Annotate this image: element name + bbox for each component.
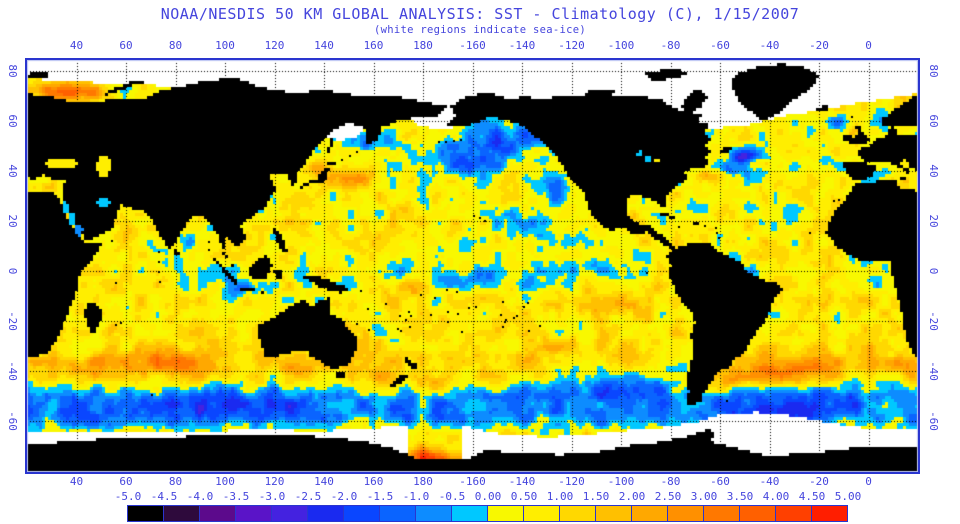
lon-tick-label-bottom: -40	[759, 475, 780, 488]
lat-tick-label-right: 20	[927, 214, 940, 228]
colorbar-tick-label: 1.00	[546, 490, 574, 503]
lon-tick-label-top: -20	[809, 39, 829, 52]
colorbar-cell-11	[524, 506, 560, 521]
lon-tick-label-top: -80	[660, 39, 681, 52]
lon-tick-label-top: 0	[865, 39, 872, 52]
lat-tick-label-left: -60	[6, 411, 19, 431]
colorbar-cell-7	[380, 506, 416, 521]
colorbar-tick-label: 0.50	[510, 490, 538, 503]
colorbar-cell-18	[776, 506, 812, 521]
lon-tick-label-bottom: 0	[865, 475, 872, 488]
colorbar-tick-label: 1.50	[582, 490, 610, 503]
colorbar-tick-label: 3.50	[726, 490, 754, 503]
lon-tick-label-top: 160	[363, 39, 384, 52]
colorbar-cell-14	[632, 506, 668, 521]
lon-tick-label-top: 100	[215, 39, 235, 52]
lon-tick-label-top: -100	[607, 39, 635, 52]
colorbar-cell-8	[416, 506, 452, 521]
colorbar-tick-label: 4.00	[762, 490, 790, 503]
lon-tick-label-bottom: 40	[69, 475, 84, 488]
colorbar-cell-17	[740, 506, 776, 521]
lon-tick-label-bottom: 120	[264, 475, 285, 488]
lat-tick-label-left: -40	[6, 361, 19, 381]
lon-tick-label-bottom: 180	[413, 475, 433, 488]
lon-tick-label-bottom: 100	[215, 475, 235, 488]
lat-tick-label-right: 40	[927, 164, 940, 178]
lat-tick-label-left: -20	[6, 311, 19, 331]
lon-tick-label-bottom: -60	[710, 475, 730, 488]
lat-tick-label-right: 80	[927, 64, 940, 78]
colorbar-tick-label: -3.0	[258, 490, 286, 503]
lat-tick-label-left: 20	[6, 214, 19, 228]
colorbar-tick-label: -5.0	[114, 490, 142, 503]
lon-tick-label-top: 120	[264, 39, 285, 52]
lat-tick-label-right: 60	[927, 114, 940, 128]
lon-tick-label-top: -140	[508, 39, 536, 52]
lon-tick-label-top: -60	[710, 39, 730, 52]
colorbar-cell-13	[596, 506, 632, 521]
colorbar-tick-label: 4.50	[798, 490, 826, 503]
colorbar-cell-10	[488, 506, 524, 521]
lat-tick-label-right: -60	[927, 411, 940, 431]
colorbar-tick-label: -3.5	[222, 490, 250, 503]
colorbar-cell-16	[704, 506, 740, 521]
lon-tick-label-bottom: -140	[508, 475, 536, 488]
colorbar-tick-label: -2.0	[330, 490, 358, 503]
lat-tick-label-left: 60	[6, 114, 19, 128]
colorbar-cell-4	[272, 506, 308, 521]
colorbar-tick-label: -1.0	[402, 490, 430, 503]
colorbar-cell-2	[200, 506, 236, 521]
lon-tick-label-top: -120	[558, 39, 585, 52]
colorbar-tick-label: -1.5	[366, 490, 394, 503]
lat-tick-label-right: 0	[927, 267, 940, 275]
lon-tick-label-top: -160	[459, 39, 486, 52]
colorbar-tick-label: 5.00	[834, 490, 862, 503]
lat-tick-label-right: -40	[927, 361, 940, 381]
lon-tick-label-bottom: 140	[314, 475, 334, 488]
lon-tick-label-bottom: -120	[558, 475, 585, 488]
lat-tick-label-left: 0	[6, 267, 19, 275]
lat-tick-label-left: 40	[6, 164, 19, 178]
colorbar-tick-label: 2.00	[618, 490, 646, 503]
colorbar-cell-1	[164, 506, 200, 521]
world-map-canvas	[25, 58, 920, 474]
colorbar-tick-label: 3.00	[690, 490, 718, 503]
colorbar-cell-9	[452, 506, 488, 521]
lon-tick-label-top: -40	[759, 39, 780, 52]
lon-tick-label-bottom: -160	[459, 475, 486, 488]
lon-tick-label-bottom: 80	[168, 475, 183, 488]
lat-tick-label-left: 80	[6, 64, 19, 78]
figure-subtitle: (white regions indicate sea-ice)	[374, 24, 586, 36]
colorbar-tick-label: -4.0	[186, 490, 214, 503]
colorbar-cell-3	[236, 506, 272, 521]
lon-tick-label-bottom: 60	[119, 475, 133, 488]
lon-tick-label-top: 140	[314, 39, 334, 52]
colorbar	[127, 505, 848, 522]
lon-tick-label-top: 60	[119, 39, 133, 52]
lon-tick-label-top: 180	[413, 39, 433, 52]
colorbar-cell-5	[308, 506, 344, 521]
lat-tick-label-right: -20	[927, 311, 940, 331]
colorbar-tick-label: -0.5	[438, 490, 466, 503]
lon-tick-label-bottom: -80	[660, 475, 681, 488]
colorbar-cell-15	[668, 506, 704, 521]
colorbar-cell-0	[128, 506, 164, 521]
lon-tick-label-bottom: 160	[363, 475, 384, 488]
colorbar-cell-6	[344, 506, 380, 521]
colorbar-cell-19	[812, 506, 847, 521]
lon-tick-label-bottom: -100	[607, 475, 635, 488]
colorbar-tick-label: 2.50	[654, 490, 682, 503]
lon-tick-label-top: 40	[69, 39, 84, 52]
lon-tick-label-bottom: -20	[809, 475, 829, 488]
colorbar-tick-label: -4.5	[150, 490, 178, 503]
colorbar-tick-label: -2.5	[294, 490, 322, 503]
figure-title: NOAA/NESDIS 50 KM GLOBAL ANALYSIS: SST -…	[160, 5, 800, 23]
colorbar-cell-12	[560, 506, 596, 521]
colorbar-tick-label: 0.00	[474, 490, 502, 503]
lon-tick-label-top: 80	[168, 39, 183, 52]
